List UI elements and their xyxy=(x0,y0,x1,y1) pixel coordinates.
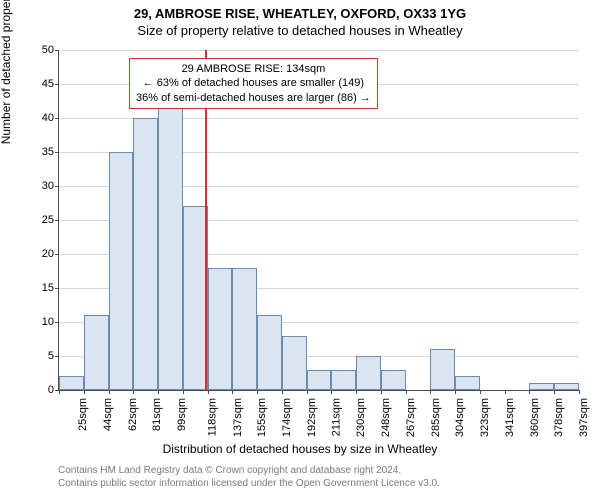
x-tick-label: 285sqm xyxy=(430,398,442,437)
y-tick-label: 15 xyxy=(14,282,54,294)
y-tick-mark xyxy=(55,322,59,323)
x-tick-mark xyxy=(455,390,456,394)
x-tick-label: 118sqm xyxy=(206,398,218,436)
y-axis-label: Number of detached properties xyxy=(0,0,13,144)
x-tick-mark xyxy=(480,390,481,394)
y-tick-label: 25 xyxy=(14,214,54,226)
x-tick-mark xyxy=(554,390,555,394)
y-tick-label: 45 xyxy=(14,78,54,90)
x-tick-mark xyxy=(84,390,85,394)
x-tick-label: 25sqm xyxy=(77,398,89,431)
histogram-bar xyxy=(356,356,381,390)
histogram-bar xyxy=(554,383,579,390)
histogram-bar xyxy=(529,383,554,390)
x-tick-label: 248sqm xyxy=(380,398,392,437)
x-tick-label: 174sqm xyxy=(281,398,293,437)
y-tick-label: 0 xyxy=(14,384,54,396)
x-tick-label: 230sqm xyxy=(356,398,368,437)
x-tick-label: 62sqm xyxy=(127,398,139,431)
x-tick-label: 44sqm xyxy=(102,398,114,431)
callout-line: ← 63% of detached houses are smaller (14… xyxy=(136,76,371,90)
y-tick-mark xyxy=(55,220,59,221)
grid-line xyxy=(59,50,579,51)
x-tick-label: 155sqm xyxy=(256,398,268,437)
x-tick-mark xyxy=(307,390,308,394)
x-tick-mark xyxy=(579,390,580,394)
x-tick-mark xyxy=(59,390,60,394)
x-tick-label: 211sqm xyxy=(330,398,342,436)
x-tick-label: 99sqm xyxy=(176,398,188,431)
y-tick-mark xyxy=(55,288,59,289)
histogram-bar xyxy=(331,370,356,390)
callout-line: 29 AMBROSE RISE: 134sqm xyxy=(136,62,371,76)
y-tick-label: 50 xyxy=(14,44,54,56)
y-tick-label: 35 xyxy=(14,146,54,158)
histogram-bar xyxy=(381,370,406,390)
x-tick-mark xyxy=(331,390,332,394)
y-tick-label: 30 xyxy=(14,180,54,192)
x-tick-label: 378sqm xyxy=(554,398,566,437)
histogram-bar xyxy=(84,315,109,390)
y-tick-label: 40 xyxy=(14,112,54,124)
histogram-bar xyxy=(282,336,307,390)
histogram-bar xyxy=(430,349,455,390)
histogram-bar xyxy=(183,206,208,390)
x-tick-mark xyxy=(133,390,134,394)
histogram-bar xyxy=(208,268,233,390)
x-tick-mark xyxy=(232,390,233,394)
x-tick-label: 267sqm xyxy=(405,398,417,437)
x-tick-mark xyxy=(430,390,431,394)
histogram-bar xyxy=(133,118,158,390)
x-tick-mark xyxy=(406,390,407,394)
x-tick-mark xyxy=(183,390,184,394)
y-tick-mark xyxy=(55,152,59,153)
histogram-bar xyxy=(455,376,480,390)
y-tick-label: 5 xyxy=(14,350,54,362)
x-tick-mark xyxy=(208,390,209,394)
x-tick-mark xyxy=(381,390,382,394)
x-tick-label: 397sqm xyxy=(578,398,590,437)
histogram-bar xyxy=(257,315,282,390)
x-tick-mark xyxy=(529,390,530,394)
plot-area: 29 AMBROSE RISE: 134sqm← 63% of detached… xyxy=(58,50,579,391)
chart-footer: Contains HM Land Registry data © Crown c… xyxy=(58,464,440,490)
x-tick-label: 341sqm xyxy=(504,398,516,437)
x-tick-mark xyxy=(158,390,159,394)
chart-title: 29, AMBROSE RISE, WHEATLEY, OXFORD, OX33… xyxy=(0,0,600,21)
y-tick-label: 20 xyxy=(14,248,54,260)
x-tick-mark xyxy=(282,390,283,394)
x-tick-mark xyxy=(109,390,110,394)
histogram-bar xyxy=(307,370,332,390)
footer-line-2: Contains public sector information licen… xyxy=(58,477,440,490)
property-callout: 29 AMBROSE RISE: 134sqm← 63% of detached… xyxy=(129,58,378,109)
x-tick-label: 360sqm xyxy=(529,398,541,437)
x-tick-mark xyxy=(505,390,506,394)
chart-subtitle: Size of property relative to detached ho… xyxy=(0,21,600,38)
histogram-bar xyxy=(109,152,134,390)
y-tick-mark xyxy=(55,118,59,119)
x-tick-label: 192sqm xyxy=(306,398,318,437)
x-tick-mark xyxy=(356,390,357,394)
histogram-bar xyxy=(158,104,183,390)
y-tick-mark xyxy=(55,254,59,255)
histogram-bar xyxy=(59,376,84,390)
y-tick-mark xyxy=(55,186,59,187)
x-tick-mark xyxy=(257,390,258,394)
histogram-bar xyxy=(232,268,257,390)
y-tick-mark xyxy=(55,84,59,85)
x-axis-label: Distribution of detached houses by size … xyxy=(0,442,600,456)
y-tick-mark xyxy=(55,356,59,357)
x-tick-label: 304sqm xyxy=(455,398,467,437)
footer-line-1: Contains HM Land Registry data © Crown c… xyxy=(58,464,440,477)
x-tick-label: 81sqm xyxy=(151,398,163,431)
callout-line: 36% of semi-detached houses are larger (… xyxy=(136,91,371,105)
x-tick-label: 137sqm xyxy=(232,398,244,437)
y-tick-label: 10 xyxy=(14,316,54,328)
x-tick-label: 323sqm xyxy=(479,398,491,437)
y-tick-mark xyxy=(55,50,59,51)
